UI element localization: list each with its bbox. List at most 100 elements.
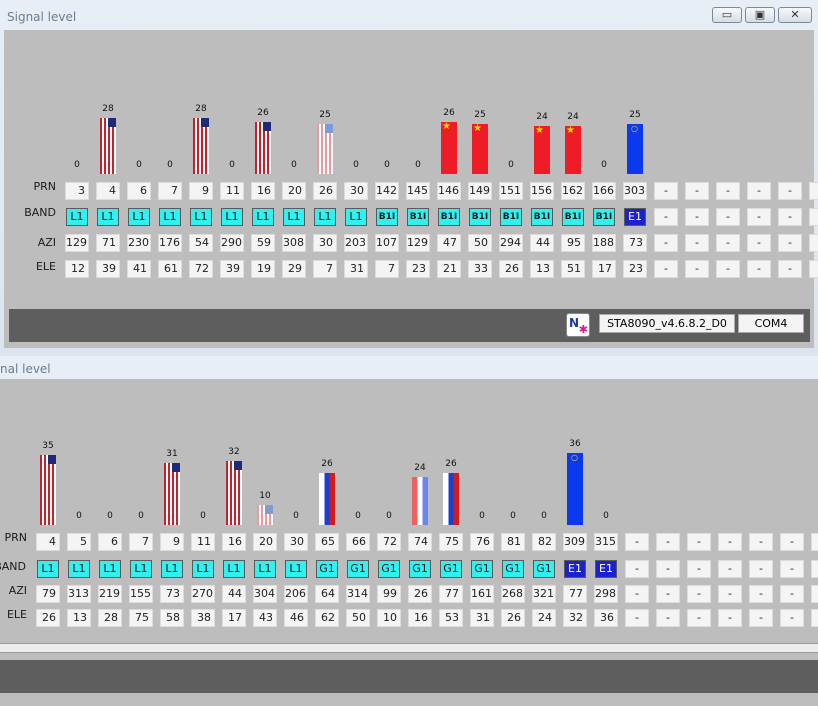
- empty-cell: -: [625, 609, 649, 627]
- band-cell: B1I: [438, 208, 460, 226]
- azi-cell: 26: [408, 585, 432, 603]
- ele-cell: 26: [501, 609, 525, 627]
- ele-cell: 53: [439, 609, 463, 627]
- azi-cell: 290: [220, 234, 244, 252]
- ele-cell: 36: [594, 609, 618, 627]
- band-cell: B1I: [562, 208, 584, 226]
- signal-bar: [319, 473, 335, 525]
- empty-cell: -: [747, 182, 771, 200]
- empty-cell: -: [780, 585, 804, 603]
- empty-cell: -: [718, 585, 742, 603]
- band-cell: L1: [345, 208, 367, 226]
- firmware-version-text: STA8090_v4.6.8.2_D0: [607, 317, 727, 330]
- maximize-button[interactable]: ▣: [745, 7, 775, 23]
- empty-cell: -: [654, 234, 678, 252]
- ele-cell: 46: [284, 609, 308, 627]
- prn-cell: 4: [96, 182, 120, 200]
- empty-cell: -: [809, 260, 818, 278]
- row-label-prn: PRN: [4, 531, 27, 544]
- ele-cell: 26: [36, 609, 60, 627]
- signal-level-label: 0: [601, 160, 607, 170]
- ele-cell: 26: [499, 260, 523, 278]
- empty-cell: -: [685, 182, 709, 200]
- azi-cell: 95: [561, 234, 585, 252]
- empty-cell: -: [625, 585, 649, 603]
- band-cell: L1: [99, 560, 121, 578]
- signal-level-label: 10: [259, 491, 271, 501]
- prn-cell: 76: [470, 533, 494, 551]
- signal-level-label: 35: [42, 441, 54, 451]
- minimize-button[interactable]: ▭: [712, 7, 742, 23]
- ele-cell: 19: [251, 260, 275, 278]
- azi-cell: 59: [251, 234, 275, 252]
- ele-cell: 39: [220, 260, 244, 278]
- signal-level-label: 0: [229, 160, 235, 170]
- empty-cell: -: [687, 560, 711, 578]
- prn-cell: 11: [220, 182, 244, 200]
- azi-cell: 298: [594, 585, 618, 603]
- com-port-button[interactable]: COM4: [738, 314, 804, 333]
- azi-cell: 54: [189, 234, 213, 252]
- signal-panel: PRN BAND AZI ELE 0 3 L1 129 12 28 4 L1 71 39 0 6 L1 2…: [4, 30, 818, 348]
- signal-bar: ★: [441, 121, 457, 174]
- empty-cell: -: [654, 260, 678, 278]
- status-footer-2: [0, 660, 818, 693]
- prn-cell: 149: [468, 182, 492, 200]
- empty-cell: -: [687, 609, 711, 627]
- empty-cell: -: [656, 533, 680, 551]
- azi-cell: 188: [592, 234, 616, 252]
- band-cell: G1: [378, 560, 400, 578]
- row-label-ele: ELE: [6, 608, 27, 621]
- empty-cell: -: [749, 533, 773, 551]
- empty-cell: -: [811, 533, 818, 551]
- band-cell: B1I: [593, 208, 615, 226]
- signal-bar: ○: [627, 124, 643, 174]
- ele-cell: 39: [96, 260, 120, 278]
- signal-level-label: 25: [629, 110, 641, 120]
- azi-cell: 73: [623, 234, 647, 252]
- band-cell: G1: [409, 560, 431, 578]
- maximize-icon: ▣: [754, 8, 766, 21]
- band-cell: G1: [533, 560, 555, 578]
- empty-cell: -: [687, 533, 711, 551]
- close-button[interactable]: ✕: [778, 7, 812, 23]
- azi-cell: 155: [129, 585, 153, 603]
- galileo-stars-icon: ○: [631, 124, 638, 133]
- ele-cell: 31: [470, 609, 494, 627]
- ele-cell: 31: [344, 260, 368, 278]
- close-icon: ✕: [790, 8, 800, 21]
- azi-cell: 129: [406, 234, 430, 252]
- ele-cell: 23: [406, 260, 430, 278]
- prn-cell: 20: [282, 182, 306, 200]
- window-titlebar-2[interactable]: nal level: [0, 356, 818, 388]
- empty-cell: -: [778, 182, 802, 200]
- azi-cell: 47: [437, 234, 461, 252]
- ele-cell: 58: [160, 609, 184, 627]
- empty-cell: -: [716, 182, 740, 200]
- signal-bar: [40, 455, 56, 525]
- empty-cell: -: [716, 260, 740, 278]
- band-cell: G1: [347, 560, 369, 578]
- azi-cell: 79: [36, 585, 60, 603]
- window-titlebar[interactable]: Signal level ▭ ▣ ✕: [0, 0, 818, 32]
- band-cell: B1I: [407, 208, 429, 226]
- signal-level-label: 0: [76, 511, 82, 521]
- ele-cell: 50: [346, 609, 370, 627]
- empty-cell: -: [687, 585, 711, 603]
- signal-bar: [255, 122, 271, 174]
- band-cell: L1: [37, 560, 59, 578]
- band-cell: B1I: [500, 208, 522, 226]
- azi-cell: 308: [282, 234, 306, 252]
- prn-cell: 4: [36, 533, 60, 551]
- prn-cell: 82: [532, 533, 556, 551]
- prn-cell: 9: [189, 182, 213, 200]
- app-logo-button[interactable]: N ✱: [566, 313, 590, 337]
- empty-cell: -: [656, 560, 680, 578]
- prn-cell: 309: [563, 533, 587, 551]
- ele-cell: 61: [158, 260, 182, 278]
- signal-level-label: 36: [569, 439, 581, 449]
- azi-cell: 314: [346, 585, 370, 603]
- band-cell: G1: [440, 560, 462, 578]
- azi-cell: 219: [98, 585, 122, 603]
- prn-cell: 5: [67, 533, 91, 551]
